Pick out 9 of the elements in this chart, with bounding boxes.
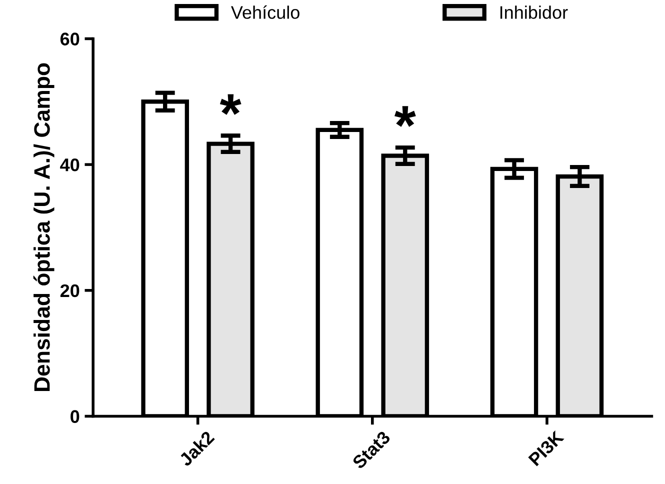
annotation: * — [394, 106, 416, 127]
legend-label: Inhibidor — [500, 6, 568, 19]
legend-label: Vehículo — [230, 5, 300, 19]
y-axis-title: Densidad óptica (U. A.)/ Campo — [33, 63, 54, 392]
y-tick-label: 40 — [60, 158, 80, 172]
y-tick-label: 60 — [60, 32, 80, 46]
y-tick-label: 0 — [70, 410, 80, 423]
annotation: * — [220, 94, 242, 115]
y-tick-label: 20 — [60, 284, 80, 298]
